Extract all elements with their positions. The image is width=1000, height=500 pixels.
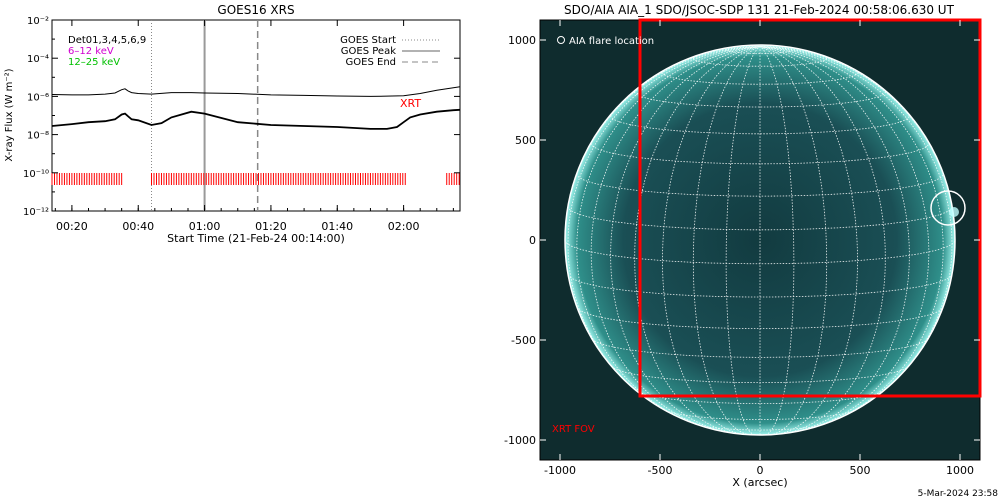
aia-y-tick-label: 0 (529, 234, 536, 247)
x-tick-label: 00:20 (56, 220, 88, 233)
goes-y-axis-label: X-ray Flux (W m⁻²) (4, 68, 15, 161)
x-tick-label: 01:20 (255, 220, 287, 233)
series-line-long (52, 86, 460, 97)
grid-longitude-line (692, 46, 761, 435)
flare-location-circle (930, 190, 966, 226)
grid-longitude-line (759, 46, 828, 435)
legend-right-item: GOES Start (340, 35, 396, 46)
aia-x-axis-label: X (arcsec) (732, 476, 787, 489)
grid-longitude-line (759, 46, 944, 424)
heliographic-grid (565, 46, 955, 435)
grid-latitude-line (662, 72, 858, 85)
x-tick-label: 02:00 (388, 220, 420, 233)
aia-y-tick-label: 1000 (508, 34, 536, 47)
aia-y-tick-label: 500 (515, 134, 536, 147)
flare-location-legend: AIA flare location (557, 36, 654, 47)
grid-longitude-line (725, 46, 761, 435)
goes-x-axis-label: Start Time (21-Feb-24 00:14:00) (167, 232, 345, 245)
legend-left-item: 12–25 keV (68, 57, 120, 68)
series-line-short (52, 108, 460, 130)
legend-left: Det01,3,4,5,6,9 6–12 keV 12–25 keV (68, 35, 146, 68)
goes-xrs-chart: GOES16 XRS XRT 00:20 00:40 01:00 01:20 01:40… (4, 3, 461, 245)
aia-x-tick-label: 500 (850, 464, 871, 477)
goes-series (52, 86, 460, 130)
grid-latitude-line (725, 49, 795, 54)
y-tick-label: 10⁻² (27, 16, 49, 27)
legend-right: GOES Start GOES Peak GOES End (340, 35, 440, 68)
y-tick-label: 10⁻¹² (23, 207, 49, 218)
legend-right-item: GOES End (346, 57, 396, 68)
y-tick-label: 10⁻⁸ (27, 131, 49, 142)
y-tick-label: 10⁻¹⁰ (23, 169, 49, 180)
x-tick-label: 01:40 (321, 220, 353, 233)
grid-longitude-line (759, 46, 910, 433)
flare-legend-label: AIA flare location (569, 36, 654, 47)
grid-longitude-line (759, 46, 930, 431)
footer-date: 5-Mar-2024 23:58 (918, 489, 999, 499)
solar-limb (564, 44, 956, 436)
x-tick-label: 01:00 (189, 220, 221, 233)
aia-y-tick-label: -500 (511, 334, 536, 347)
xrt-fov-label: XRT FOV (552, 424, 595, 435)
y-tick-label: 10⁻⁴ (27, 54, 49, 65)
solar-disk (565, 45, 955, 435)
legend-left-item: 6–12 keV (68, 46, 114, 57)
aia-image-panel: SDO/AIA AIA_1 SDO/JSOC-SDP 131 21-Feb-20… (504, 3, 982, 489)
x-tick-label: 00:40 (122, 220, 154, 233)
xrt-fov-box (638, 18, 982, 398)
legend-left-item: Det01,3,4,5,6,9 (68, 35, 146, 46)
aia-x-tick-label: 0 (757, 464, 764, 477)
xrt-label: XRT (400, 97, 421, 110)
flare-legend-marker (557, 36, 565, 44)
aia-y-tick-label: -1000 (504, 434, 536, 447)
y-tick-label: 10⁻⁶ (27, 92, 49, 103)
aia-x-tick-label: -500 (648, 464, 673, 477)
grid-latitude-line (567, 274, 953, 298)
aia-x-tick-label: 1000 (946, 464, 974, 477)
grid-latitude-line (576, 173, 944, 197)
flare-bright-spot (949, 207, 959, 217)
xrt-observation-ticks (51, 173, 460, 185)
aia-axes: -1000 -500 0 500 1000 -1000 -500 0 500 1000 (504, 20, 980, 477)
grid-longitude-line (590, 46, 761, 431)
aia-title: SDO/AIA AIA_1 SDO/JSOC-SDP 131 21-Feb-20… (564, 3, 955, 17)
grid-longitude-line (576, 46, 761, 424)
goes-chart-title: GOES16 XRS (217, 3, 294, 17)
goes-x-axis: 00:20 00:40 01:00 01:20 01:40 02:00 (54, 20, 454, 233)
grid-longitude-line (759, 46, 795, 435)
aia-x-tick-label: -1000 (544, 464, 576, 477)
grid-longitude-line (610, 46, 761, 433)
goes-y-axis: 10⁻² 10⁻⁴ 10⁻⁶ 10⁻⁸ 10⁻¹⁰ 10⁻¹² (23, 16, 460, 218)
legend-right-item: GOES Peak (341, 46, 396, 57)
